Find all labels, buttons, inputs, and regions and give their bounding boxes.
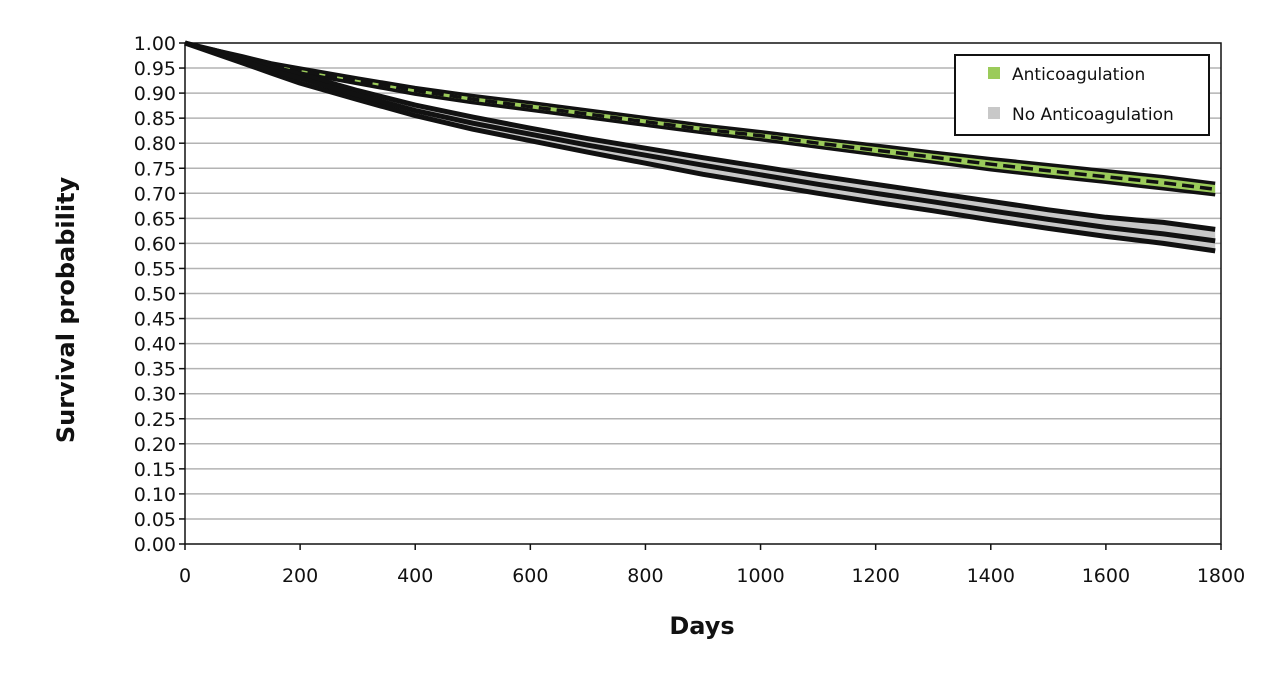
y-tick-label: 0.15 xyxy=(134,459,176,481)
y-tick-label: 0.90 xyxy=(134,83,176,105)
y-axis-title: Survival probability xyxy=(52,176,80,443)
y-tick-label: 0.05 xyxy=(134,509,176,531)
y-tick-label: 0.40 xyxy=(134,334,176,356)
legend-swatch-no-anticoagulation xyxy=(988,107,1000,119)
x-tick-label: 1600 xyxy=(1082,565,1130,587)
x-tick-label: 0 xyxy=(179,565,191,587)
y-tick-label: 0.80 xyxy=(134,133,176,155)
y-tick-label: 0.45 xyxy=(134,309,176,331)
y-tick-label: 0.35 xyxy=(134,359,176,381)
y-tick-label: 1.00 xyxy=(134,33,176,55)
x-tick-label: 1800 xyxy=(1197,565,1245,587)
axis-layer: 0.00 0.05 0.10 0.15 0.20 0.25 0.30 0.35 0.40 0.45… xyxy=(134,33,1245,587)
y-tick-label: 0.25 xyxy=(134,409,176,431)
x-axis-title: Days xyxy=(669,612,734,640)
y-tick-label: 0.70 xyxy=(134,183,176,205)
y-tick-label: 0.00 xyxy=(134,534,176,556)
upper-ci-line-anticoagulation xyxy=(184,41,1216,186)
y-tick-label: 0.95 xyxy=(134,58,176,80)
survival-lines xyxy=(184,40,1216,254)
y-tick-label: 0.20 xyxy=(134,434,176,456)
ci-band-anticoagulation xyxy=(185,43,1216,195)
x-tick-label: 400 xyxy=(397,565,433,587)
y-tick-label: 0.60 xyxy=(134,233,176,255)
x-tick-label: 800 xyxy=(627,565,663,587)
y-tick-label: 0.30 xyxy=(134,384,176,406)
x-tick-label: 1200 xyxy=(851,565,899,587)
y-tick-label: 0.55 xyxy=(134,258,176,280)
y-tick-label: 0.10 xyxy=(134,484,176,506)
x-tick-label: 600 xyxy=(512,565,548,587)
y-tick-label: 0.85 xyxy=(134,108,176,130)
lower-ci-line-no-anticoagulation xyxy=(184,40,1216,254)
x-tick-label: 200 xyxy=(282,565,318,587)
survival-line-no-anticoagulation xyxy=(184,40,1216,244)
x-tick-label: 1400 xyxy=(967,565,1015,587)
upper-ci-line-no-anticoagulation xyxy=(184,40,1216,232)
y-tick-label: 0.75 xyxy=(134,158,176,180)
x-tick-label: 1000 xyxy=(736,565,784,587)
legend-swatch-anticoagulation xyxy=(988,67,1000,79)
legend-label-anticoagulation: Anticoagulation xyxy=(1012,65,1145,85)
y-tick-label: 0.50 xyxy=(134,284,176,306)
legend-label-no-anticoagulation: No Anticoagulation xyxy=(1012,105,1174,125)
y-tick-label: 0.65 xyxy=(134,208,176,230)
legend: Anticoagulation No Anticoagulation xyxy=(954,54,1210,136)
